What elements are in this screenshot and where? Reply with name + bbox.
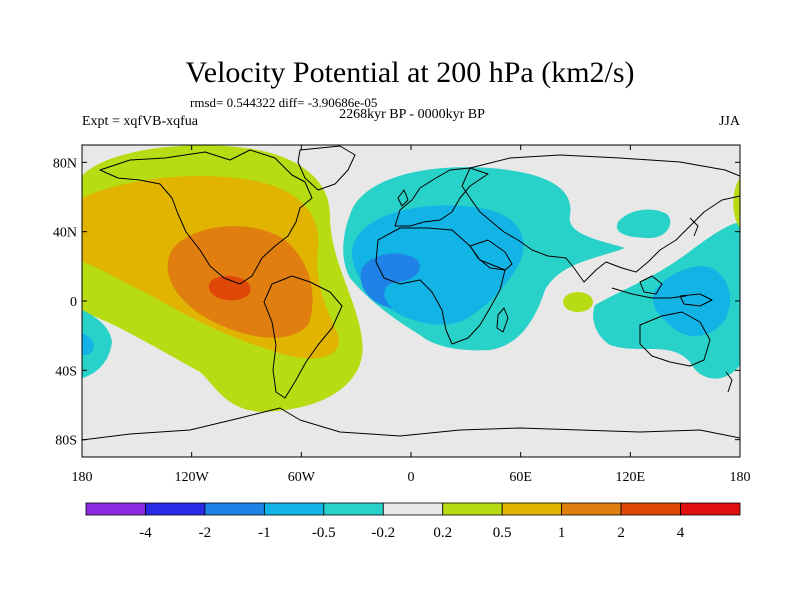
colorbar-level-label: -1 [258,525,271,541]
colorbar-box [204,502,265,516]
colorbar-box [680,502,741,516]
coastline-asia [461,154,740,283]
coastline-europe [394,167,489,227]
y-tick-label: 80S [55,434,77,449]
colorbar-box [323,502,384,516]
contour-band-neg0.5-neg1-pacific [652,266,731,336]
colorbar-level-label: -0.2 [371,525,395,541]
colorbar-level-label: 1 [558,525,566,541]
colorbar-level-label: 0.2 [433,525,452,541]
experiment-label: Expt = xqfVB-xqfua [82,114,199,129]
coastline-new-zealand [725,371,733,393]
colorbar: -4 -2 -1 -0.5 -0.2 0.2 0.5 1 2 4 [85,502,741,541]
coastline-north-america [99,149,313,285]
colorbar-box [85,502,146,516]
y-tick-label: 80N [53,156,77,171]
coastline-australia [639,311,711,367]
colorbar-box [442,502,503,516]
x-tick-label: 120E [616,470,646,485]
coastline-arabia [469,239,513,271]
colorbar-box [382,502,444,516]
x-tick-label: 60W [288,470,316,485]
plot-title: Velocity Potential at 200 hPa (km2/s) [185,56,634,89]
colorbar-box [263,502,325,516]
contour-band-neg0.2-neg0.5-pacific-north [616,209,671,238]
coastline-africa [375,227,506,345]
y-tick-label: 40N [53,226,77,241]
colorbar-level-label: 2 [617,525,625,541]
contour-band-0.2-0.5-indian-ocean [563,292,593,312]
coastline-madagascar [496,307,509,333]
map-panel [82,145,740,457]
contour-band-neg0.5-neg1-west-edge [82,333,94,356]
contour-band-2-4 [208,275,251,301]
season-label: JJA [719,114,741,129]
colorbar-box [561,502,622,516]
contour-band-0.2-0.5-east-edge [733,178,740,228]
x-tick-label: 60E [509,470,532,485]
colorbar-level-label: 4 [677,525,685,541]
colorbar-level-label: -0.5 [312,525,336,541]
x-tick-label: 0 [408,470,415,485]
coastline-borneo [639,275,663,295]
x-tick-label: 180 [72,470,93,485]
coastline-british-isles [397,189,409,207]
contour-band-neg0.2-neg0.5-west-edge [82,310,112,378]
coastlines [82,145,740,441]
colorbar-level-label: -4 [139,525,152,541]
colorbar-box [620,502,681,516]
stats-label: rmsd= 0.544322 diff= -3.90686e-05 [190,95,377,110]
colorbar-level-label: -2 [199,525,212,541]
map-axes: 80N 40N 0 40S 80S 180 120W 60W 0 60E 120E 180 [53,145,751,485]
colorbar-level-label: 0.5 [493,525,512,541]
coastline-new-guinea [679,293,713,307]
y-tick-label: 0 [70,295,77,310]
colorbar-box [501,502,563,516]
coastline-greenland [297,145,356,191]
period-label: 2268kyr BP - 0000kyr BP [339,107,485,122]
coastline-south-america [263,275,343,399]
coastline-maritime-continent [611,287,687,299]
x-tick-label: 180 [730,470,751,485]
y-tick-label: 40S [55,364,77,379]
coastline-japan [689,217,699,237]
colorbar-box [145,502,206,516]
x-tick-label: 120W [175,470,210,485]
coastline-antarctica [82,407,740,441]
contour-band-neg0.5-neg1-africa [352,205,524,325]
